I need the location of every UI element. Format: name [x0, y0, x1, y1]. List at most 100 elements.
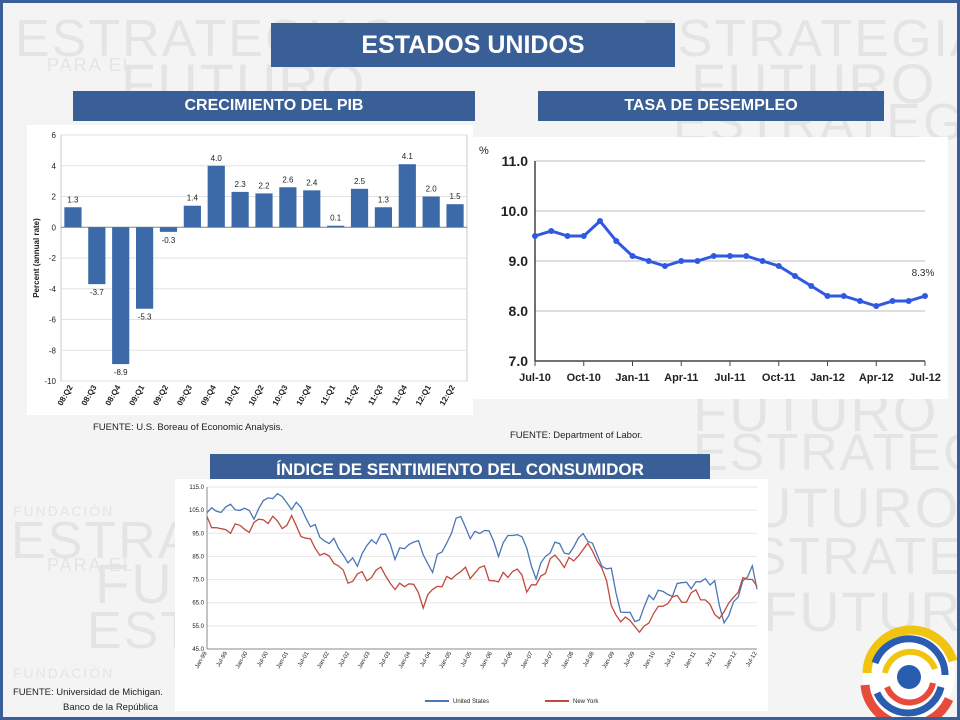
- unemployment-point: [759, 258, 766, 264]
- sentiment-x-tick-label: Jan-07: [520, 650, 535, 669]
- sentiment-x-tick-label: Jan-99: [194, 650, 209, 669]
- sentiment-x-tick-label: Jul-02: [338, 650, 352, 668]
- gdp-x-tick-label: 09:Q1: [127, 383, 146, 407]
- sentiment-y-tick-label: 105.0: [189, 508, 205, 514]
- gdp-x-tick-label: 08:Q4: [104, 383, 123, 407]
- gdp-bar: [207, 165, 225, 228]
- gdp-bar: [279, 187, 297, 228]
- gdp-data-label: 4.1: [402, 152, 414, 161]
- unemployment-point: [873, 303, 880, 309]
- gdp-y-tick-label: -4: [49, 285, 57, 294]
- unemployment-point: [597, 218, 603, 224]
- gdp-x-tick-label: 08:Q3: [80, 383, 99, 407]
- gdp-data-label: 4.0: [211, 154, 223, 163]
- sentiment-x-tick-label: Jan-06: [480, 650, 495, 669]
- sentiment-source-line1: FUENTE: Universidad de Michigan.: [13, 687, 163, 698]
- sentiment-x-tick-label: Jul-05: [460, 650, 474, 668]
- sentiment-line-chart: 45.0 55.0 65.0 75.0 85.0 95.0 105.0 115.0 Jan-99…: [189, 485, 759, 705]
- sentiment-x-tick-label: Jul-00: [256, 650, 270, 668]
- gdp-data-label: 2.3: [235, 180, 247, 189]
- watermark-word: FUNDACIÓN: [13, 503, 115, 519]
- gdp-data-label: -8.9: [114, 368, 128, 377]
- watermark-word: PARA EL: [47, 555, 135, 575]
- gdp-x-tick-label: 12:Q1: [414, 383, 433, 407]
- unemployment-x-tick-label: Jul-12: [909, 372, 941, 384]
- gdp-y-tick-label: 2: [52, 193, 57, 202]
- watermark-word: FUNDACIÓN: [13, 665, 115, 681]
- unemployment-point: [629, 253, 636, 259]
- unemployment-y-tick-label: 10.0: [501, 203, 528, 219]
- sentiment-x-tick-label: Jul-99: [216, 650, 230, 668]
- sentiment-y-tick-label: 65.0: [192, 601, 204, 607]
- unemployment-x-tick-label: Jan-12: [810, 372, 845, 384]
- unemployment-series-line: [534, 218, 926, 308]
- sentiment-x-tick-label: Jul-01: [297, 650, 311, 668]
- sentiment-series-line: [206, 492, 758, 625]
- unemployment-point: [694, 258, 701, 264]
- unemployment-point: [548, 228, 555, 234]
- gdp-x-tick-label: 12:Q2: [438, 383, 457, 407]
- gdp-bar: [64, 207, 82, 228]
- sentiment-x-tick-label: Jul-07: [542, 650, 556, 668]
- unemployment-unit-label: %: [479, 145, 489, 157]
- gdp-y-tick-label: -2: [49, 254, 57, 263]
- unemployment-x-tick-label: Jul-10: [519, 372, 551, 384]
- gdp-x-tick-label: 09:Q2: [151, 383, 170, 407]
- watermark-word: ESTRATEGIAS: [693, 424, 957, 482]
- unemployment-point: [905, 298, 912, 304]
- sentiment-y-tick-label: 85.0: [192, 554, 204, 560]
- unemployment-x-tick-label: Oct-10: [567, 372, 601, 384]
- unemployment-point: [580, 233, 587, 239]
- gdp-source: FUENTE: U.S. Boreau of Economic Analysis…: [93, 422, 284, 433]
- sentiment-x-tick-label: Jul-04: [419, 650, 433, 668]
- unemployment-point: [662, 263, 668, 269]
- unemployment-x-tick-label: Jul-11: [714, 372, 745, 384]
- sentiment-x-tick-label: Jul-06: [501, 650, 515, 668]
- unemployment-point: [710, 253, 717, 259]
- gdp-bar: [350, 188, 369, 228]
- gdp-bar: [112, 227, 130, 365]
- unemployment-y-tick-label: 9.0: [509, 253, 529, 269]
- sentiment-x-tick-label: Jan-05: [439, 650, 454, 669]
- unemployment-chart-title: TASA DE DESEMPLEO: [538, 91, 884, 121]
- gdp-y-tick-label: 6: [52, 131, 57, 140]
- sentiment-legend-label: New York: [573, 699, 599, 705]
- sentiment-y-tick-label: 45.0: [192, 647, 204, 653]
- gdp-bar: [422, 196, 440, 228]
- gdp-bar: [327, 225, 345, 228]
- unemployment-x-tick-label: Oct-11: [762, 372, 796, 384]
- gdp-bar: [446, 204, 464, 228]
- unemployment-annotation: 8.3%: [912, 268, 935, 279]
- gdp-x-tick-label: 11:Q1: [319, 383, 338, 407]
- sentiment-legend-label: United States: [453, 699, 489, 705]
- sentiment-y-tick-label: 75.0: [192, 578, 204, 584]
- unemployment-point: [532, 233, 538, 239]
- gdp-bar: [88, 227, 106, 285]
- sentiment-x-tick-label: Jan-09: [602, 650, 617, 669]
- sentiment-chart-panel: 45.0 55.0 65.0 75.0 85.0 95.0 105.0 115.0 Jan-99…: [175, 479, 768, 711]
- sentiment-x-tick-label: Jan-10: [643, 650, 658, 669]
- gdp-x-tick-label: 10:Q1: [223, 383, 242, 407]
- unemployment-point: [678, 258, 685, 264]
- unemployment-point: [564, 233, 571, 239]
- sentiment-y-tick-label: 95.0: [192, 531, 204, 537]
- unemployment-source: FUENTE: Department of Labor.: [510, 430, 643, 441]
- gdp-bar: [135, 227, 154, 309]
- gdp-y-tick-label: 4: [52, 162, 57, 171]
- unemployment-y-tick-label: 7.0: [509, 353, 529, 369]
- sentiment-x-tick-label: Jan-11: [683, 650, 697, 669]
- watermark-word: PARA EL: [47, 55, 135, 75]
- gdp-bar: [374, 207, 393, 228]
- sentiment-x-tick-label: Jan-04: [398, 650, 413, 669]
- gdp-data-label: 2.4: [306, 178, 318, 187]
- sentiment-y-tick-label: 115.0: [189, 485, 204, 491]
- sentiment-x-tick-label: Jul-03: [379, 650, 393, 668]
- gdp-bar: [255, 193, 273, 228]
- sentiment-x-tick-label: Jan-12: [724, 650, 739, 669]
- unemployment-y-tick-label: 8.0: [509, 303, 529, 319]
- unemployment-point: [645, 258, 652, 264]
- sentiment-y-tick-label: 55.0: [192, 624, 204, 630]
- gdp-x-tick-label: 11:Q3: [366, 383, 385, 407]
- sentiment-series-line: [206, 513, 758, 634]
- unemployment-point: [613, 238, 620, 244]
